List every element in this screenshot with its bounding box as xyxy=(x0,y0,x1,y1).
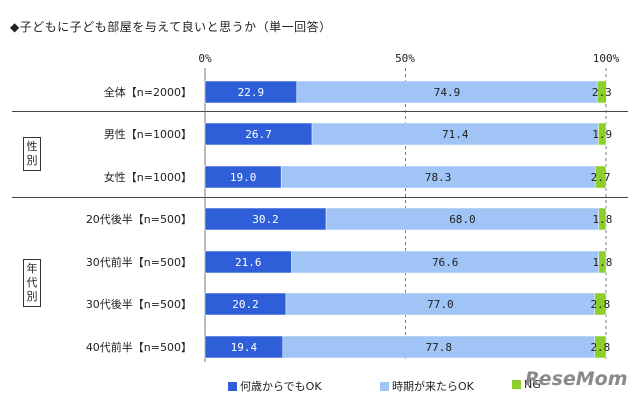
category-label-4: 30代前半【n=500】 xyxy=(85,256,192,269)
data-label-s0-r1: 26.7 xyxy=(245,128,272,141)
bar-s2-r6 xyxy=(594,335,607,359)
legend-swatch-1 xyxy=(380,381,389,391)
legend-swatch-2 xyxy=(512,380,521,389)
category-label-0: 全体【n=2000】 xyxy=(103,86,192,99)
legend-label-0: 何歳からでもOK xyxy=(240,380,322,393)
data-label-s0-r3: 30.2 xyxy=(252,213,279,226)
group-divider-middle xyxy=(12,197,628,198)
data-label-s1-r2: 78.3 xyxy=(425,171,452,184)
chart-title: ◆子どもに子ども部屋を与えて良いと思うか（単一回答） xyxy=(10,20,332,34)
data-label-s2-r1: 1.9 xyxy=(592,128,612,141)
group-label-gender: 性別 xyxy=(23,137,41,171)
legend-swatch-0 xyxy=(228,381,237,391)
data-label-s2-r0: 2.3 xyxy=(592,86,612,99)
data-label-s1-r4: 76.6 xyxy=(432,256,459,269)
category-label-1: 男性【n=1000】 xyxy=(103,128,192,141)
data-label-s1-r5: 77.0 xyxy=(427,298,454,311)
data-label-s1-r6: 77.8 xyxy=(426,341,453,354)
data-label-s2-r5: 2.8 xyxy=(590,298,610,311)
data-label-s0-r0: 22.9 xyxy=(238,86,265,99)
bar-s2-r1 xyxy=(598,122,607,146)
data-label-s2-r2: 2.7 xyxy=(591,171,611,184)
bar-s2-r4 xyxy=(598,250,607,274)
legend-label-2: NG xyxy=(524,378,541,391)
legend-item-2: NG xyxy=(512,378,541,391)
data-label-s1-r0: 74.9 xyxy=(434,86,461,99)
category-label-2: 女性【n=1000】 xyxy=(103,171,192,184)
x-tick-50: 50% xyxy=(395,52,415,65)
data-label-s0-r5: 20.2 xyxy=(232,298,259,311)
group-divider-top xyxy=(12,111,628,112)
data-label-s2-r4: 1.8 xyxy=(592,256,612,269)
legend-item-0: 何歳からでもOK xyxy=(228,378,322,394)
bar-s2-r0 xyxy=(596,80,607,104)
legend-item-1: 時期が来たらOK xyxy=(380,378,474,394)
data-label-s0-r2: 19.0 xyxy=(230,171,257,184)
x-tick-100: 100% xyxy=(592,52,620,65)
category-label-6: 40代前半【n=500】 xyxy=(85,341,192,354)
x-tick-0: 0% xyxy=(198,52,212,65)
legend-label-1: 時期が来たらOK xyxy=(392,380,474,393)
data-label-s0-r6: 19.4 xyxy=(231,341,258,354)
bar-s2-r3 xyxy=(598,207,607,231)
group-label-age: 年代別 xyxy=(23,259,41,307)
bar-s2-r5 xyxy=(594,292,607,316)
data-label-s0-r4: 21.6 xyxy=(235,256,262,269)
watermark-logo: ReseMom xyxy=(525,368,628,390)
data-label-s1-r1: 71.4 xyxy=(442,128,469,141)
category-label-5: 30代後半【n=500】 xyxy=(85,298,192,311)
category-label-3: 20代後半【n=500】 xyxy=(85,213,192,226)
data-label-s2-r6: 2.8 xyxy=(590,341,610,354)
data-label-s2-r3: 1.8 xyxy=(592,213,612,226)
bar-s2-r2 xyxy=(594,165,607,189)
data-label-s1-r3: 68.0 xyxy=(449,213,476,226)
